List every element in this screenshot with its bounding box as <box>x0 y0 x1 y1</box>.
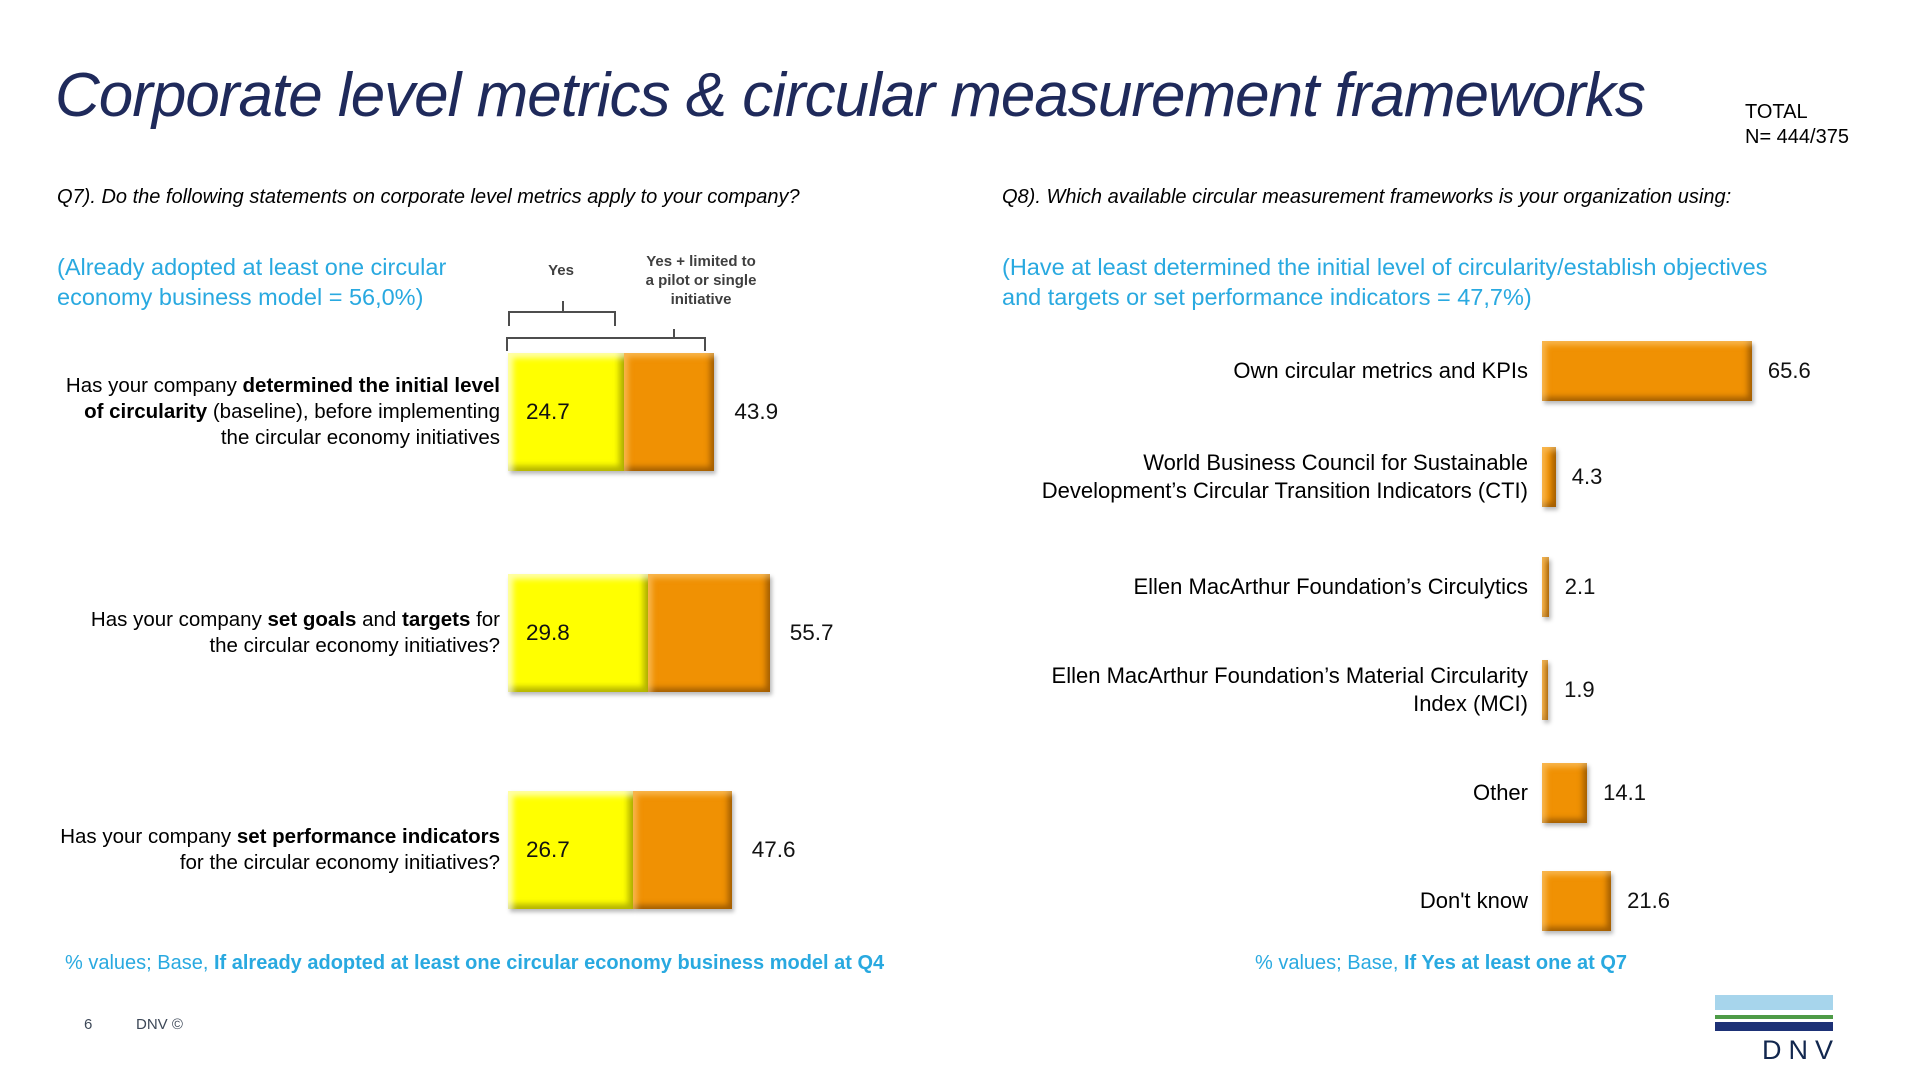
bar-value <box>1542 447 1556 507</box>
bar-value <box>1542 660 1549 720</box>
q8-row-label: Don't know <box>1419 888 1528 913</box>
footnote-base: If Yes at least one at Q7 <box>1403 952 1628 974</box>
bar-value-label: 2.1 <box>1564 574 1596 599</box>
logo-stripe-green <box>1715 1015 1833 1019</box>
bar-yes: 24.7 <box>508 353 625 471</box>
bar-yes-plus <box>648 574 770 692</box>
bar-yes-value: 24.7 <box>526 399 570 424</box>
bracket-tick <box>672 329 675 339</box>
bar-value-label: 65.6 <box>1767 358 1811 383</box>
logo-wordmark: DNV <box>1761 1035 1840 1065</box>
bar-value <box>1542 341 1752 401</box>
q8-row-own-metrics: Own circular metrics and KPIs 65.6 <box>1000 341 1811 401</box>
legend-bracket-yes <box>508 301 616 326</box>
bar-value <box>1542 763 1588 823</box>
q8-row-mci: Ellen MacArthur Foundation’s Material Ci… <box>1000 660 1595 720</box>
footnote-base: If already adopted at least one circular… <box>213 952 885 974</box>
q7-row-goals-targets: Has your company set goals and targets f… <box>60 574 834 692</box>
q7-question: Q7). Do the following statements on corp… <box>57 186 800 208</box>
logo-stripe-lightblue <box>1715 995 1833 1010</box>
q7-row-label: Has your company set goals and targets f… <box>90 608 500 657</box>
bar-total-value: 55.7 <box>789 620 834 645</box>
q8-question: Q8). Which available circular measuremen… <box>1002 186 1732 208</box>
q8-row-label: Other <box>1472 780 1528 805</box>
legend-bracket-yes-plus <box>506 329 706 351</box>
q7-row-label: Has your company determined the initial … <box>65 374 500 449</box>
total-n-value: N= 444/375 <box>1745 126 1849 148</box>
bar-yes-plus <box>624 353 715 471</box>
legend-yes-plus-label: Yes + limited to a pilot or single initi… <box>645 253 757 308</box>
bar-total-value: 43.9 <box>734 399 779 424</box>
page-title: Corporate level metrics & circular measu… <box>55 60 1646 130</box>
bar-value-label: 4.3 <box>1571 464 1603 489</box>
bar-total-value: 47.6 <box>751 837 796 862</box>
bar-yes-value: 26.7 <box>526 837 570 862</box>
q7-row-baseline: Has your company determined the initial … <box>60 353 778 471</box>
bar-yes-value: 29.8 <box>526 620 570 645</box>
bar-value-label: 21.6 <box>1627 888 1670 913</box>
copyright-notice: DNV © <box>136 1016 183 1033</box>
footnote-prefix: % values; Base, <box>1255 952 1404 974</box>
bar-value-label: 1.9 <box>1564 677 1595 702</box>
page-number: 6 <box>84 1016 93 1033</box>
dnv-logo: DNV <box>1715 995 1833 1066</box>
bracket-tick <box>562 301 564 313</box>
bar-value <box>1542 557 1549 617</box>
bar-yes: 29.8 <box>508 574 649 692</box>
bar-yes-plus <box>633 791 732 909</box>
logo-stripe-darkblue <box>1715 1022 1833 1031</box>
q8-row-label: Ellen MacArthur Foundation’s Material Ci… <box>1051 663 1528 716</box>
bar-value <box>1542 871 1612 931</box>
q7-row-label: Has your company set performance indicat… <box>60 825 500 874</box>
q8-subtitle: (Have at least determined the initial le… <box>1002 254 1768 310</box>
total-label: TOTAL <box>1745 101 1808 123</box>
footnote-prefix: % values; Base, <box>65 952 214 974</box>
q8-row-circulytics: Ellen MacArthur Foundation’s Circulytics… <box>1000 557 1595 617</box>
q7-footnote: % values; Base, If already adopted at le… <box>65 952 884 975</box>
q7-row-performance-indicators: Has your company set performance indicat… <box>60 791 796 909</box>
q8-row-other: Other 14.1 <box>1000 763 1646 823</box>
legend-yes-label: Yes <box>548 262 574 279</box>
bar-value-label: 14.1 <box>1603 780 1646 805</box>
total-sample-size: TOTAL N= 444/375 <box>1745 100 1849 150</box>
q8-row-label: Own circular metrics and KPIs <box>1233 358 1528 383</box>
q8-row-dont-know: Don't know 21.6 <box>1000 871 1670 931</box>
q8-footnote: % values; Base, If Yes at least one at Q… <box>1255 952 1627 975</box>
q8-row-wbcsd-cti: World Business Council for Sustainable D… <box>1000 447 1602 507</box>
q8-row-label: World Business Council for Sustainable D… <box>1041 450 1528 503</box>
q8-row-label: Ellen MacArthur Foundation’s Circulytics <box>1133 574 1528 599</box>
bar-yes: 26.7 <box>508 791 634 909</box>
q7-subtitle: (Already adopted at least one circular e… <box>57 254 447 310</box>
